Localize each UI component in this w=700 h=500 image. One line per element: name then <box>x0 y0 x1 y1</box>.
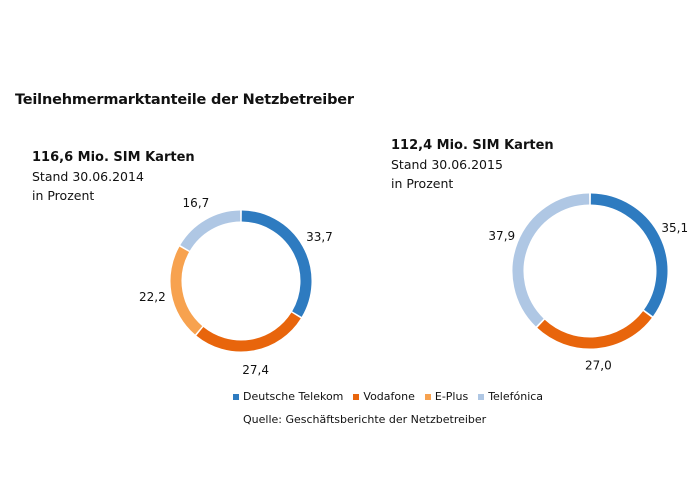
data-label: 35,1 <box>661 221 688 235</box>
legend-item-telefonica: Telefónica <box>478 390 543 403</box>
donut-slice-1-0 <box>590 193 668 317</box>
donut-slice-0-1 <box>196 312 301 352</box>
legend-swatch <box>353 393 360 400</box>
chart-2015-heading: 112,4 Mio. SIM Karten <box>391 138 554 153</box>
chart-title: Teilnehmermarktanteile der Netzbetreiber <box>15 92 354 108</box>
chart-2015-caption: 112,4 Mio. SIM Karten Stand 30.06.2015 i… <box>391 136 554 193</box>
chart-2014-heading: 116,6 Mio. SIM Karten <box>32 150 195 165</box>
donut-slice-1-2 <box>512 193 590 327</box>
legend-item-telekom: Deutsche Telekom <box>233 390 343 403</box>
legend-label: Vodafone <box>363 390 415 403</box>
data-label: 16,7 <box>183 196 210 210</box>
legend-label: E-Plus <box>434 390 469 403</box>
data-label: 33,7 <box>306 230 333 244</box>
data-label: 27,0 <box>585 359 612 373</box>
donut-slice-0-0 <box>241 210 312 317</box>
data-label: 27,4 <box>242 363 269 377</box>
data-label: 22,2 <box>139 290 166 304</box>
donut-slice-1-1 <box>537 310 652 349</box>
data-label: 37,9 <box>488 229 515 243</box>
legend-swatch <box>424 393 431 400</box>
donut-slice-0-2 <box>170 246 203 335</box>
legend: Deutsche Telekom Vodafone E-Plus Telefón… <box>233 390 543 403</box>
legend-item-eplus: E-Plus <box>424 390 469 403</box>
legend-item-vodafone: Vodafone <box>353 390 415 403</box>
chart-2015-stand: Stand 30.06.2015 <box>391 157 503 172</box>
chart-2015-unit: in Prozent <box>391 176 454 191</box>
source-note: Quelle: Geschäftsberichte der Netzbetrei… <box>243 413 487 426</box>
legend-swatch <box>233 393 239 400</box>
legend-label: Deutsche Telekom <box>243 390 344 403</box>
chart-2014-unit: in Prozent <box>32 188 95 203</box>
legend-label: Telefónica <box>488 390 544 403</box>
chart-2014-caption: 116,6 Mio. SIM Karten Stand 30.06.2014 i… <box>32 148 195 205</box>
donut-slice-0-3 <box>180 210 241 251</box>
chart-2014-stand: Stand 30.06.2014 <box>32 169 144 184</box>
legend-swatch <box>478 393 485 400</box>
